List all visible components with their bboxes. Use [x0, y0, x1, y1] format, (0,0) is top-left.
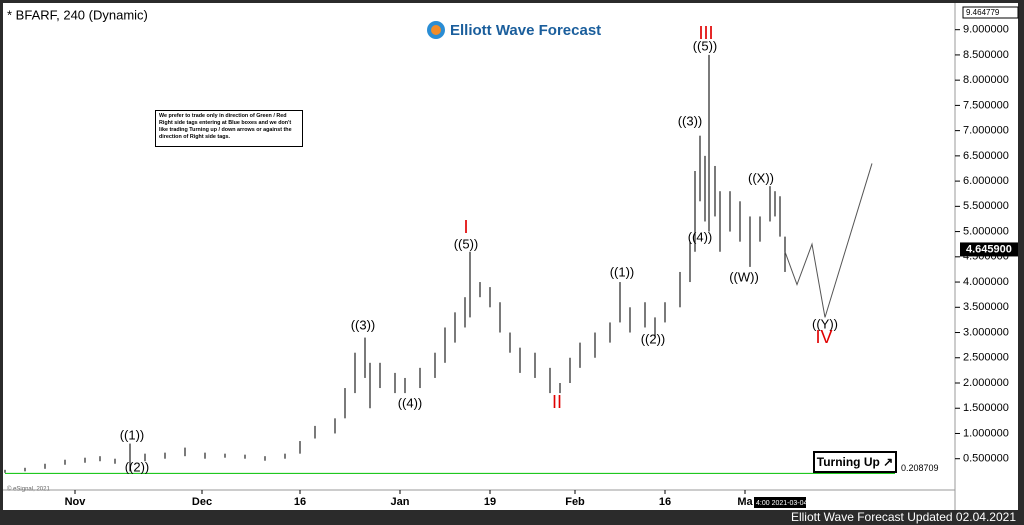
x-tick-label: Ma: [737, 496, 753, 508]
y-tick-label: 6.500000: [963, 150, 1009, 162]
wave-label: ((4)): [688, 229, 713, 244]
current-price-label: 4.645900: [966, 243, 1012, 255]
x-tick-label: Jan: [391, 496, 410, 508]
cursor-time: 4:00 2021-03-04: [756, 500, 807, 507]
y-tick-label: 0.500000: [963, 453, 1009, 465]
y-tick-label: 7.500000: [963, 99, 1009, 111]
top-price-box: [962, 6, 1019, 19]
y-tick-label: 8.500000: [963, 49, 1009, 61]
y-tick-label: 5.000000: [963, 225, 1009, 237]
top-price: 9.464779: [966, 8, 1000, 17]
degree-label: III: [698, 23, 713, 43]
degree-label: I: [463, 217, 468, 237]
wave-label: ((1)): [120, 427, 145, 442]
x-tick-label: Dec: [192, 496, 212, 508]
degree-label: IV: [815, 327, 832, 347]
logo-icon-inner: [431, 25, 441, 35]
wave-label: ((2)): [641, 331, 666, 346]
support-label: 0.208709: [901, 463, 939, 473]
wave-label: ((W)): [729, 269, 759, 284]
x-tick-label: 19: [484, 496, 496, 508]
projection-path: [784, 163, 873, 318]
wave-label: ((X)): [748, 170, 774, 185]
x-tick-label: Feb: [565, 496, 585, 508]
wave-label: ((1)): [610, 264, 635, 279]
wave-label: ((2)): [125, 459, 150, 474]
y-tick-label: 1.000000: [963, 427, 1009, 439]
copyright: © eSignal, 2021: [7, 486, 50, 493]
y-tick-label: 8.000000: [963, 74, 1009, 86]
wave-label: ((3)): [351, 317, 376, 332]
trading-note: We prefer to trade only in direction of …: [155, 110, 303, 147]
turning-up-text: Turning Up: [816, 455, 880, 469]
y-tick-label: 6.000000: [963, 175, 1009, 187]
y-tick-label: 2.500000: [963, 352, 1009, 364]
chart-area: [3, 3, 1018, 510]
wave-label: ((3)): [678, 113, 703, 128]
footer: Elliott Wave Forecast Updated 02.04.2021: [790, 510, 1016, 524]
y-tick-label: 3.500000: [963, 301, 1009, 313]
logo-text: Elliott Wave Forecast: [450, 22, 601, 39]
cursor-time-box: [754, 497, 806, 508]
y-tick-label: 2.000000: [963, 377, 1009, 389]
y-tick-label: 7.000000: [963, 125, 1009, 137]
degree-label: II: [552, 392, 562, 412]
wave-label: ((5)): [454, 236, 479, 251]
x-tick-label: 16: [294, 496, 306, 508]
current-price-box: [960, 242, 1018, 257]
wave-label: ((Y)): [812, 316, 838, 331]
y-tick-label: 3.000000: [963, 326, 1009, 338]
chart-title: * BFARF, 240 (Dynamic): [7, 7, 148, 22]
x-tick-label: Nov: [65, 496, 87, 508]
wave-label: ((5)): [693, 38, 718, 53]
y-tick-label: 1.500000: [963, 402, 1009, 414]
y-tick-label: 4.000000: [963, 276, 1009, 288]
turning-up-tag: Turning Up ↗: [813, 451, 897, 473]
y-tick-label: 9.000000: [963, 24, 1009, 36]
y-tick-label: 5.500000: [963, 200, 1009, 212]
wave-label: ((4)): [398, 395, 423, 410]
x-tick-label: 16: [659, 496, 671, 508]
